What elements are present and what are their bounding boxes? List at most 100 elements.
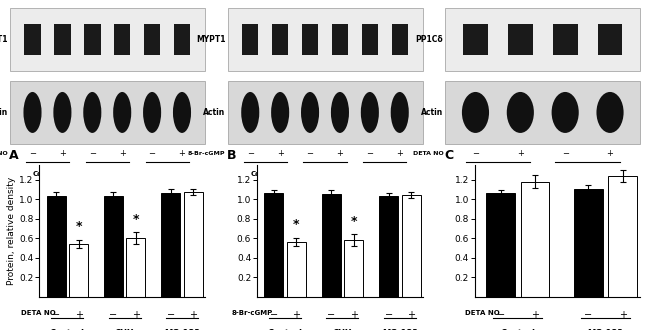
Text: DETA NO: DETA NO (21, 310, 55, 316)
Text: B: B (227, 149, 237, 162)
Text: Actin: Actin (0, 108, 8, 117)
Ellipse shape (113, 92, 131, 133)
Text: −: − (247, 149, 254, 158)
Text: −: − (270, 310, 278, 320)
Text: Actin: Actin (421, 108, 443, 117)
Bar (402, 195, 421, 297)
Text: +: + (179, 149, 185, 158)
Bar (184, 192, 203, 297)
Text: +: + (337, 149, 343, 158)
Text: −: − (327, 310, 335, 320)
Text: *: * (133, 213, 139, 226)
Text: CHX: CHX (333, 329, 352, 330)
Bar (287, 242, 305, 297)
Text: MG-132: MG-132 (573, 172, 603, 178)
Text: MG-132: MG-132 (588, 329, 624, 330)
Bar (322, 194, 341, 297)
Text: MG-132: MG-132 (152, 172, 182, 178)
Bar (10, 8, 205, 71)
Text: +: + (517, 149, 524, 158)
Text: Control: Control (484, 172, 512, 178)
Bar (47, 196, 66, 297)
Text: −: − (472, 149, 479, 158)
Text: CHX: CHX (317, 172, 333, 178)
Bar (553, 24, 577, 55)
Text: −: − (167, 310, 175, 320)
Text: +: + (619, 310, 627, 320)
Text: PP1Cδ: PP1Cδ (415, 35, 443, 44)
Ellipse shape (53, 92, 72, 133)
Text: Control: Control (251, 172, 280, 178)
Bar (114, 24, 131, 55)
Bar (104, 196, 123, 297)
Text: +: + (350, 310, 358, 320)
Text: MG-132: MG-132 (382, 329, 418, 330)
Bar (161, 193, 180, 297)
Text: −: − (89, 149, 96, 158)
Bar (84, 24, 101, 55)
Ellipse shape (23, 92, 42, 133)
Text: −: − (562, 149, 569, 158)
Bar (69, 244, 88, 297)
Text: +: + (75, 310, 83, 320)
Text: DETA NO: DETA NO (465, 310, 500, 316)
Text: 8-Br-cGMP: 8-Br-cGMP (232, 310, 273, 316)
Text: *: * (350, 214, 357, 228)
Text: +: + (407, 310, 415, 320)
Ellipse shape (361, 92, 379, 133)
Bar (24, 24, 41, 55)
Text: Control: Control (500, 329, 536, 330)
Bar (486, 193, 515, 297)
Y-axis label: Protein, relative density: Protein, relative density (7, 177, 16, 285)
Ellipse shape (507, 92, 534, 133)
Ellipse shape (83, 92, 101, 133)
Text: −: − (367, 149, 373, 158)
Text: +: + (277, 149, 283, 158)
Bar (521, 182, 549, 297)
Ellipse shape (301, 92, 319, 133)
Bar (302, 24, 318, 55)
Text: CHX: CHX (115, 329, 135, 330)
Bar (265, 193, 283, 297)
Bar (608, 176, 638, 297)
Text: −: − (497, 310, 504, 320)
Bar (598, 24, 622, 55)
Text: +: + (531, 310, 539, 320)
Text: Control: Control (268, 329, 302, 330)
Ellipse shape (241, 92, 259, 133)
Bar (445, 81, 640, 144)
Ellipse shape (597, 92, 623, 133)
Bar (144, 24, 161, 55)
Bar (508, 24, 532, 55)
Bar (463, 24, 488, 55)
Text: +: + (59, 149, 66, 158)
Text: −: − (52, 310, 60, 320)
Bar (445, 8, 640, 71)
Text: −: − (385, 310, 393, 320)
Ellipse shape (391, 92, 409, 133)
Ellipse shape (173, 92, 191, 133)
Text: +: + (292, 310, 300, 320)
Bar (361, 24, 378, 55)
Bar (54, 24, 71, 55)
Bar (227, 81, 422, 144)
Text: +: + (189, 310, 198, 320)
Bar (574, 189, 603, 297)
Bar (10, 81, 205, 144)
Bar (127, 238, 146, 297)
Text: −: − (109, 310, 118, 320)
Text: +: + (396, 149, 403, 158)
Text: +: + (606, 149, 614, 158)
Text: MYPT1: MYPT1 (196, 35, 226, 44)
Ellipse shape (462, 92, 489, 133)
Text: DETA NO: DETA NO (0, 151, 8, 156)
Bar (391, 24, 408, 55)
Bar (272, 24, 289, 55)
Text: DETA NO: DETA NO (413, 151, 443, 156)
Text: MG-132: MG-132 (370, 172, 400, 178)
Text: 8-Br-cGMP: 8-Br-cGMP (188, 151, 226, 156)
Bar (344, 240, 363, 297)
Ellipse shape (331, 92, 349, 133)
Text: −: − (29, 149, 36, 158)
Bar (174, 24, 190, 55)
